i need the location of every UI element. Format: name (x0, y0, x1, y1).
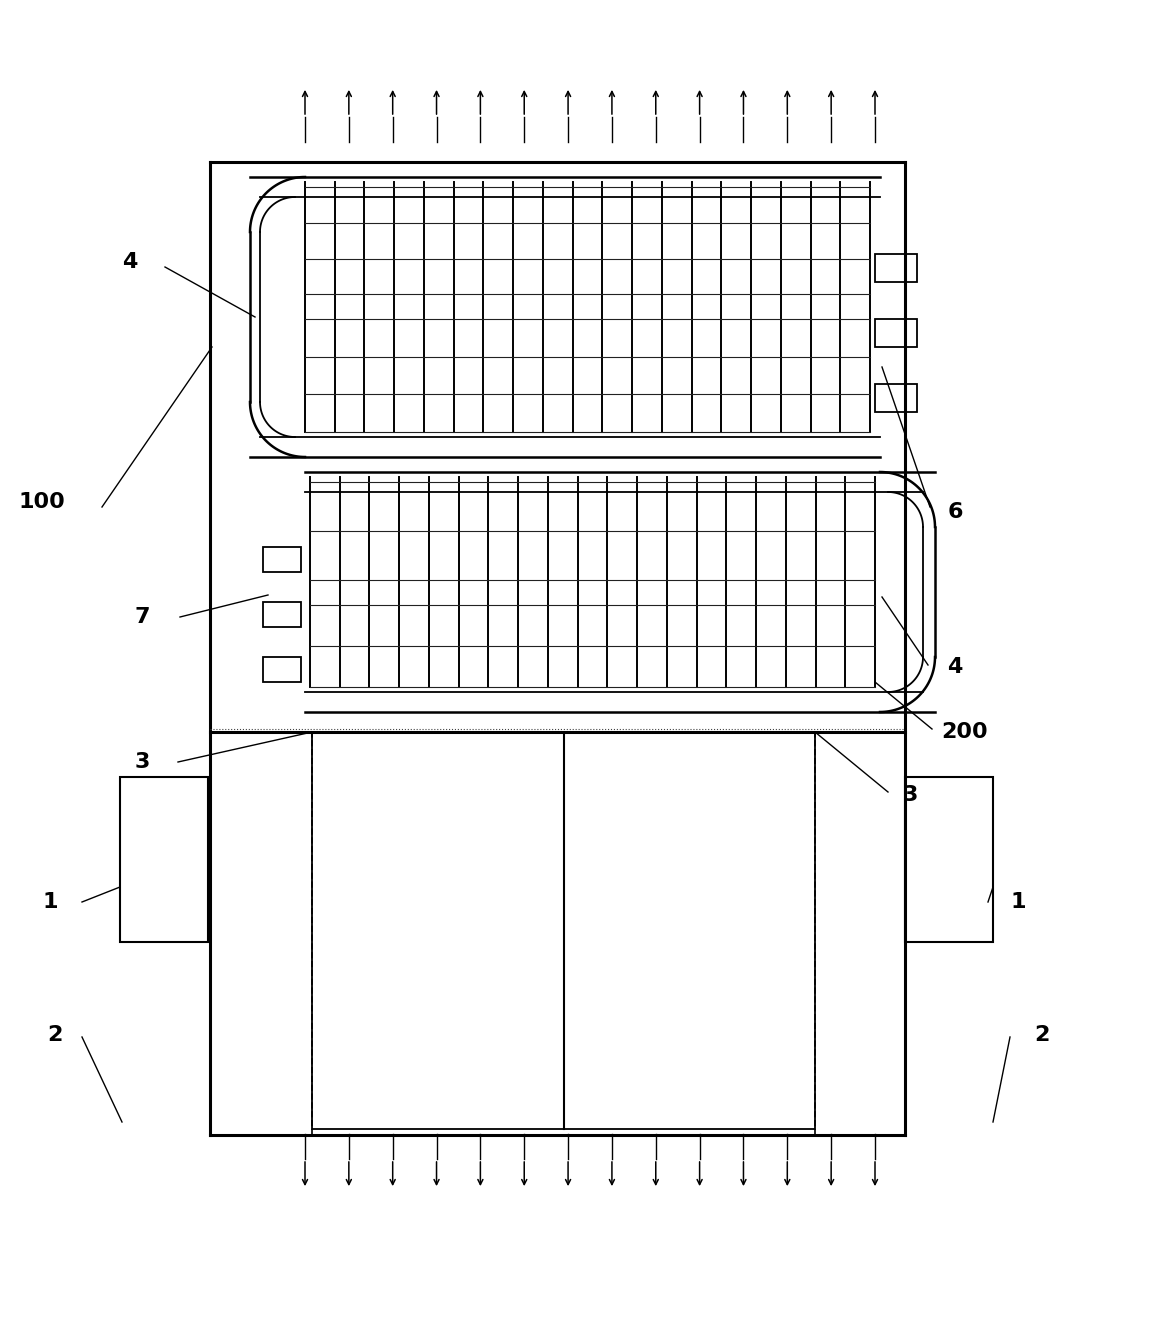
Bar (312, 732, 815, 1129)
Text: 100: 100 (19, 493, 65, 512)
Text: 4: 4 (123, 252, 138, 273)
Bar (906, 777, 994, 942)
Bar (263, 602, 301, 627)
Bar (120, 777, 208, 942)
Text: 7: 7 (134, 607, 149, 627)
Text: 1: 1 (42, 892, 58, 911)
Text: 4: 4 (947, 657, 962, 677)
Bar (875, 254, 917, 282)
Bar (263, 547, 301, 572)
Text: 6: 6 (947, 502, 962, 522)
Bar (875, 319, 917, 346)
Text: 3: 3 (134, 752, 149, 772)
Text: 3: 3 (902, 785, 917, 805)
Text: 200: 200 (941, 722, 988, 741)
Text: 2: 2 (1034, 1025, 1049, 1044)
Text: 2: 2 (47, 1025, 63, 1044)
Bar (263, 657, 301, 682)
Bar (875, 385, 917, 412)
Text: 1: 1 (1010, 892, 1026, 911)
